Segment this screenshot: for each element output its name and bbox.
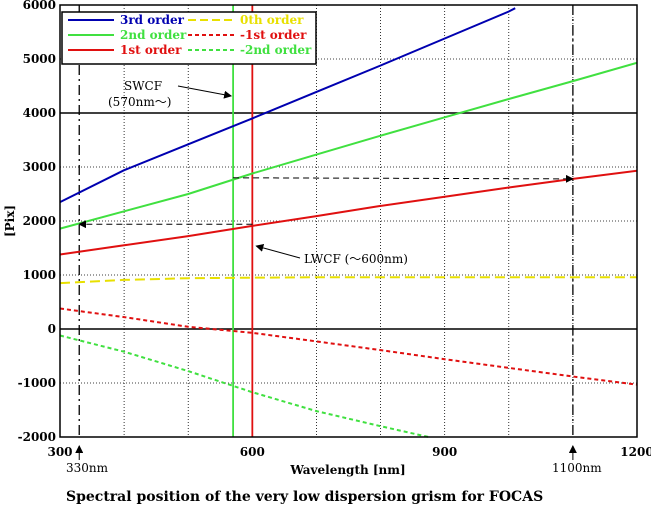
chart-title: Spectral position of the very low disper…	[66, 489, 543, 505]
swcf-range-label: (570nm〜)	[108, 95, 171, 109]
arrow-layer	[78, 174, 574, 229]
arrow-0	[233, 174, 574, 183]
x-tick-label: 300	[47, 445, 72, 459]
series-line-0	[59, 7, 516, 203]
series-line-4	[59, 307, 638, 386]
legend-label-5: -2nd order	[240, 43, 312, 57]
plot-frame	[59, 4, 638, 438]
series-line-3	[59, 276, 637, 285]
y-tick-label: 3000	[23, 160, 56, 174]
tick-labels: 300 600 900 1200 -2000 -1000 0 1000 2000 3000 4000…	[18, 0, 651, 459]
x-tick-label: 900	[432, 445, 457, 459]
y-tick-label: 5000	[23, 52, 56, 66]
x-tick-label: 600	[240, 445, 265, 459]
series-line-5	[59, 334, 429, 438]
legend-label-0: 3rd order	[120, 13, 185, 27]
y-tick-label: -1000	[18, 376, 56, 390]
series-line-2	[59, 169, 638, 256]
series-line-1	[59, 61, 638, 230]
y-tick-label: 0	[48, 322, 56, 336]
series-layer	[59, 7, 638, 438]
legend-label-2: 1st order	[120, 43, 182, 57]
legend-label-3: 0th order	[240, 13, 304, 27]
lwcf-pointer	[255, 243, 301, 259]
y-tick-label: 6000	[23, 0, 56, 12]
x-tick-label: 1200	[620, 445, 651, 459]
legend-label-1: 2nd order	[120, 28, 187, 42]
swcf-label: SWCF	[124, 79, 162, 93]
grid	[60, 5, 637, 437]
wavelength-1100-label: 1100nm	[552, 461, 602, 475]
y-tick-label: -2000	[18, 430, 56, 444]
lwcf-label: LWCF (〜600nm)	[304, 252, 408, 266]
legend-label-4: -1st order	[240, 28, 307, 42]
y-axis-label: [Pix]	[3, 205, 17, 237]
y-tick-label: 1000	[23, 268, 56, 282]
annotation-pointers	[75, 85, 577, 460]
y-tick-label: 4000	[23, 106, 56, 120]
wavelength-330-label: 330nm	[66, 461, 109, 475]
reference-lines	[60, 5, 637, 437]
swcf-pointer	[177, 85, 233, 99]
y-tick-label: 2000	[23, 214, 56, 228]
x-axis-label: Wavelength [nm]	[289, 463, 405, 477]
